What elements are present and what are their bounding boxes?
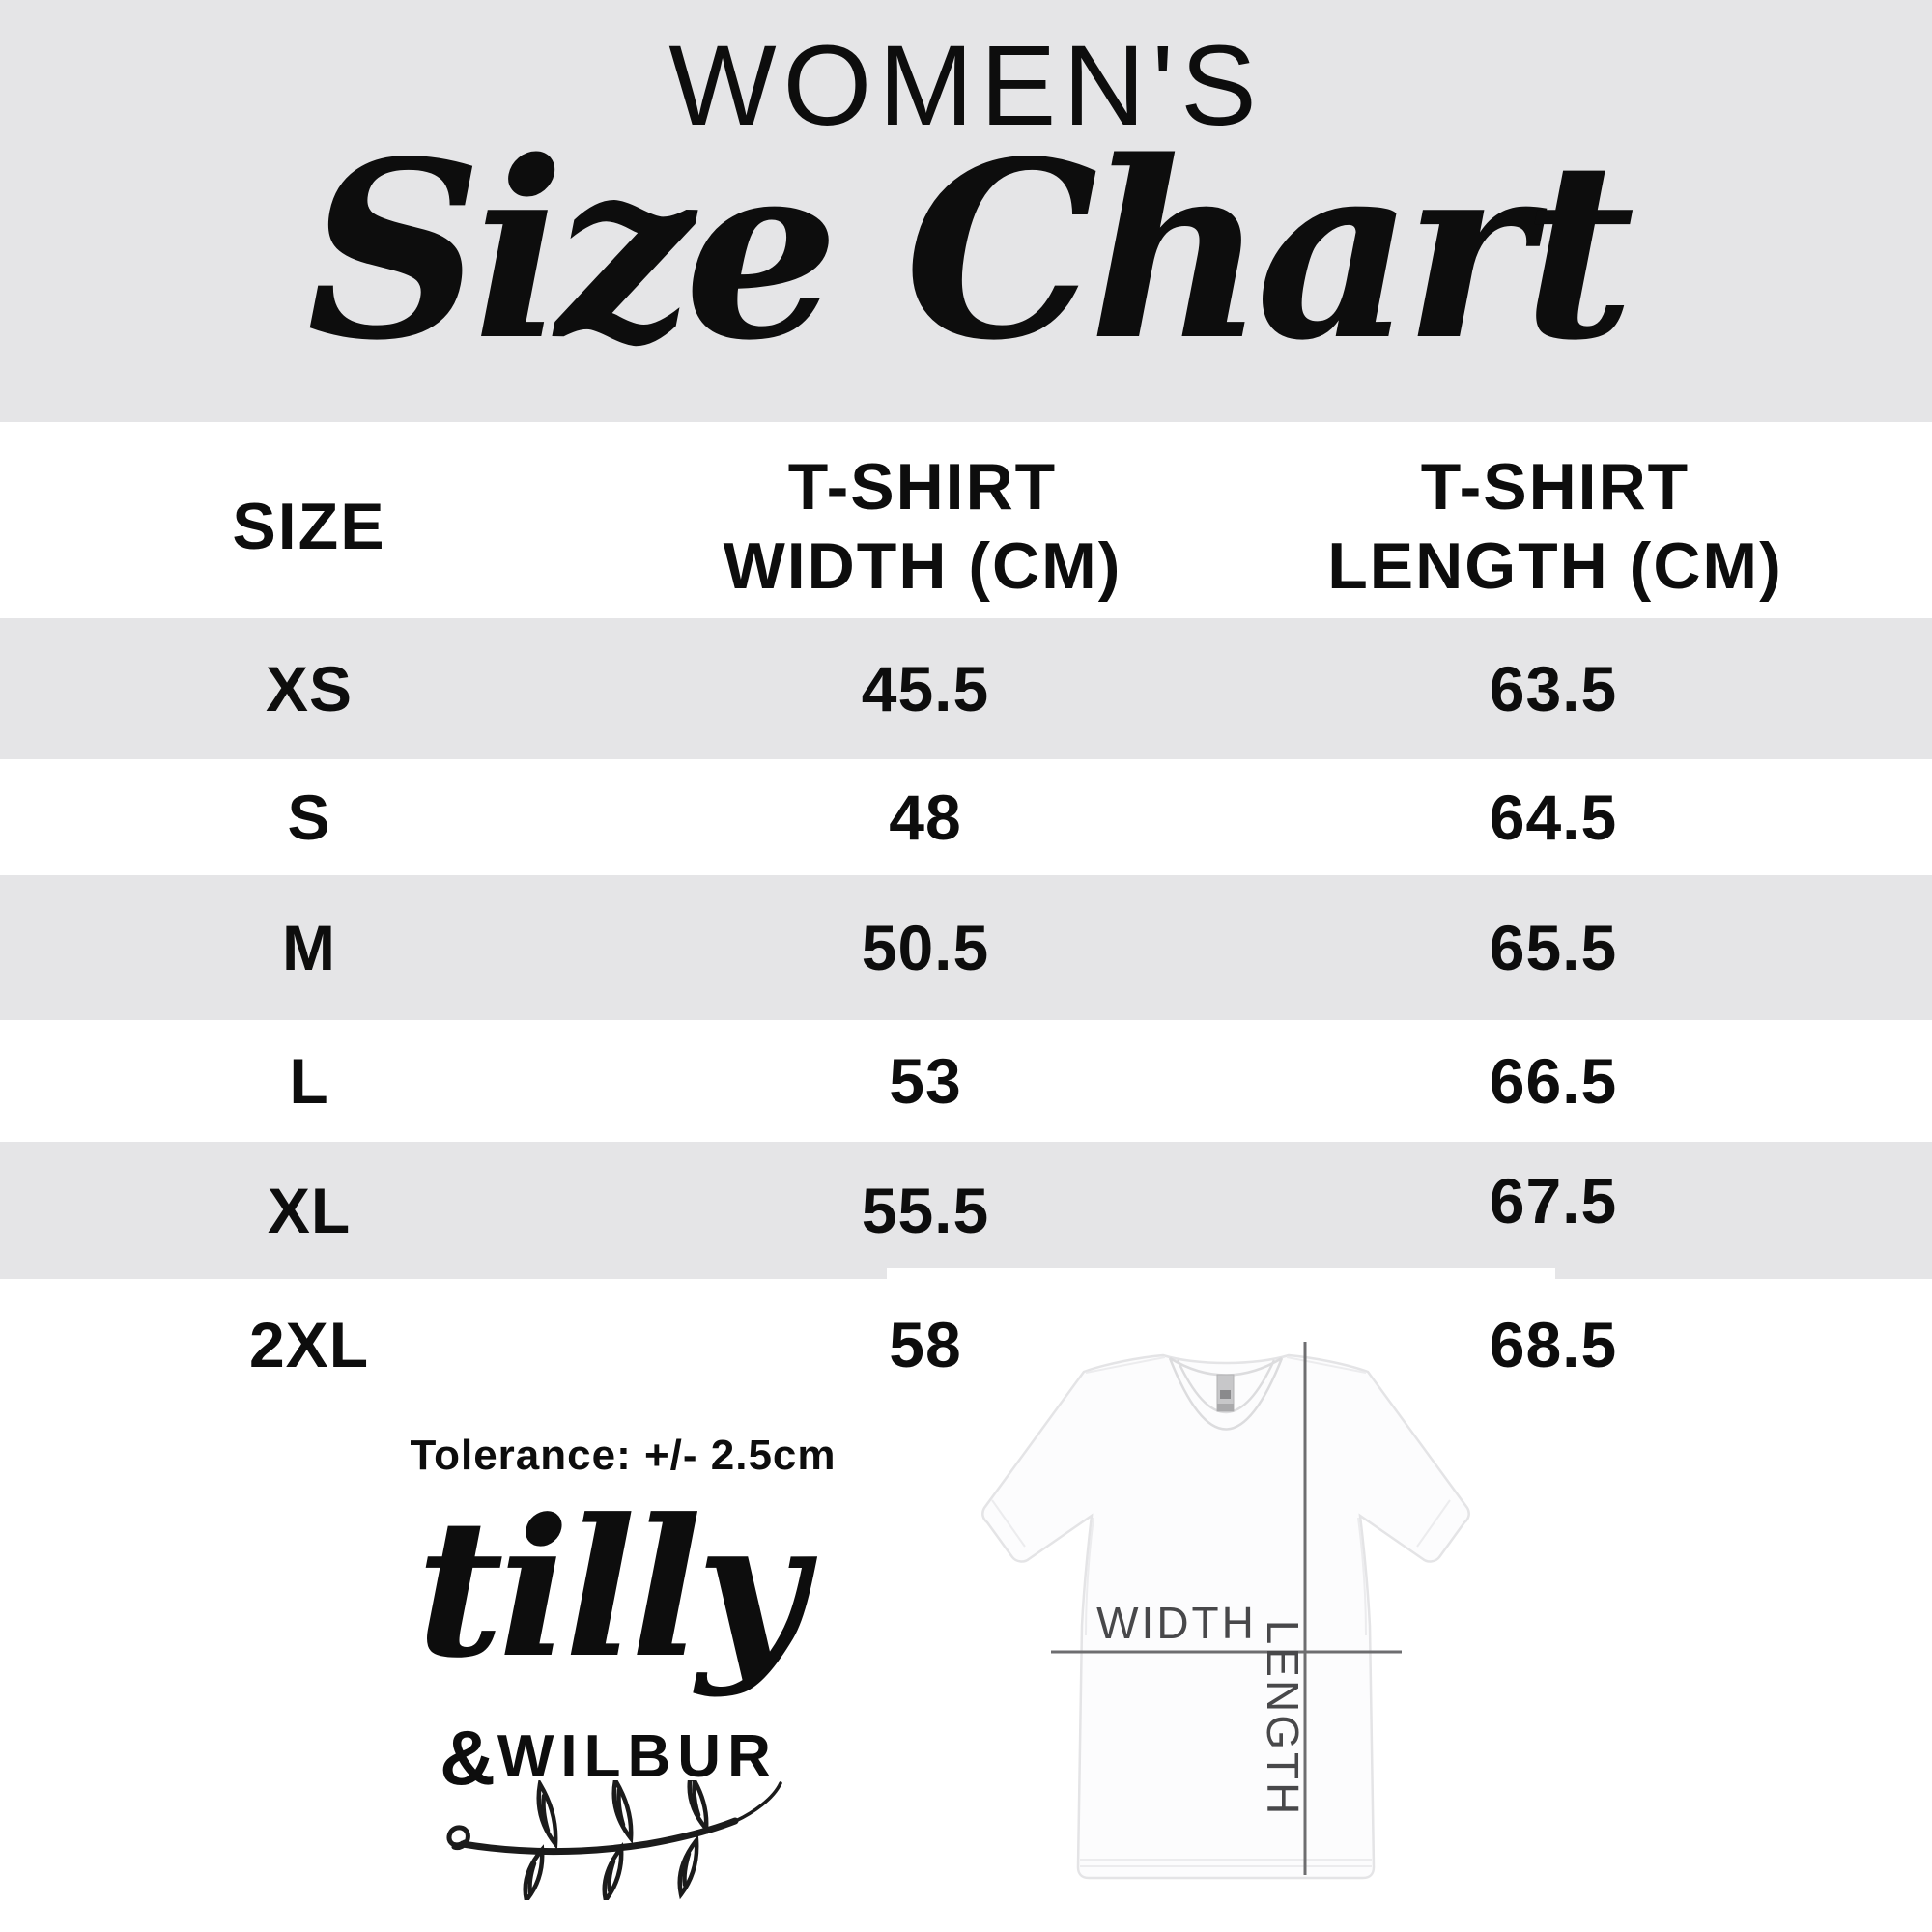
length-cell: 65.5 (1489, 912, 1618, 983)
size-cell: XS (265, 653, 354, 724)
brand-caps-text: WILBUR (497, 1723, 778, 1790)
column-header-line: LENGTH (CM) (1327, 529, 1783, 603)
length-cell: 67.5 (1489, 1165, 1618, 1236)
neck-tag (1216, 1374, 1235, 1412)
width-cell: 53 (889, 1045, 962, 1117)
size-cell: S (287, 781, 331, 853)
column-header-width: T-SHIRT WIDTH (CM) (618, 437, 1227, 616)
size-cell: L (289, 1045, 329, 1117)
size-cell: XL (267, 1175, 352, 1246)
width-label: WIDTH (1096, 1598, 1257, 1648)
column-header-line: T-SHIRT (787, 450, 1058, 524)
tshirt-diagram: WIDTH LENGTH (981, 1342, 1470, 1880)
header-banner: WOMEN'S Size Chart (0, 0, 1932, 422)
ampersand: & (440, 1715, 497, 1801)
tshirt-shape (981, 1353, 1470, 1880)
length-cell: 66.5 (1489, 1045, 1618, 1117)
page-title: Size Chart (306, 108, 1634, 394)
brand-name-caps: &WILBUR (319, 1714, 898, 1803)
length-label: LENGTH (1258, 1620, 1308, 1818)
column-header-line: WIDTH (CM) (723, 529, 1122, 603)
tshirt-photo: WIDTH LENGTH (887, 1268, 1555, 1932)
size-cell: 2XL (248, 1309, 370, 1380)
header-eyebrow: WOMEN'S (668, 22, 1264, 150)
column-header-size: SIZE (29, 437, 589, 616)
table-row: XS 45.5 63.5 (0, 618, 1932, 759)
table-row: M 50.5 65.5 (0, 875, 1932, 1020)
tolerance-note: Tolerance: +/- 2.5cm (410, 1432, 837, 1479)
width-cell: 55.5 (861, 1175, 990, 1246)
brand-name-script: tilly (416, 1478, 807, 1700)
table-row: S 48 64.5 (0, 759, 1932, 875)
width-cell: 45.5 (861, 653, 990, 724)
table-row: XL 55.5 67.5 (0, 1142, 1932, 1279)
width-cell: 48 (889, 781, 962, 853)
length-cell: 63.5 (1489, 653, 1618, 724)
length-cell: 68.5 (1489, 1309, 1618, 1380)
width-cell: 50.5 (861, 912, 990, 983)
length-cell: 64.5 (1489, 781, 1618, 853)
laurel-branch-icon (446, 1780, 782, 1900)
table-header-row: SIZE T-SHIRT WIDTH (CM) T-SHIRT LENGTH (… (0, 437, 1932, 616)
table-row: 2XL 58 68.5 (0, 1279, 1932, 1410)
size-cell: M (282, 912, 336, 983)
column-header-length: T-SHIRT LENGTH (CM) (1236, 437, 1874, 616)
measurement-lines (1051, 1342, 1402, 1875)
table-row: L 53 66.5 (0, 1020, 1932, 1142)
size-table: XS 45.5 63.5 S 48 64.5 M 50.5 65.5 L 53 … (0, 618, 1932, 1410)
width-cell: 58 (889, 1309, 962, 1380)
column-header-line: T-SHIRT (1420, 450, 1690, 524)
seams (991, 1356, 1451, 1867)
column-header-line: SIZE (232, 490, 386, 563)
